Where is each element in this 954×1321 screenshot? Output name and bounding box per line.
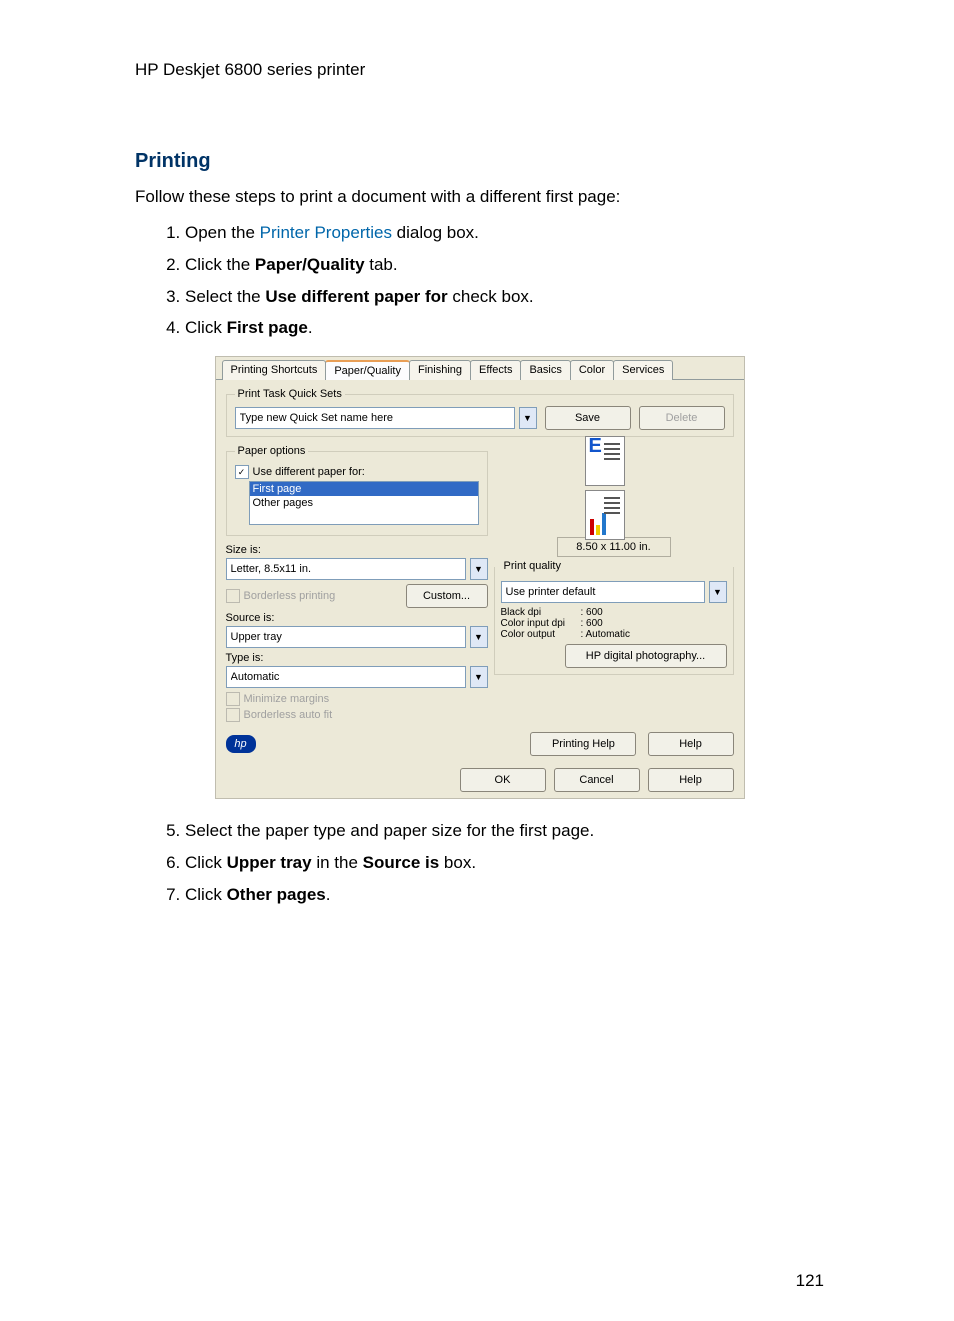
- kv-key: Color input dpi: [501, 618, 581, 629]
- step-text: Click: [185, 885, 227, 904]
- type-select[interactable]: [226, 666, 466, 688]
- borderless-printing-checkbox: Borderless printing: [226, 589, 336, 603]
- checkbox-label: Minimize margins: [244, 693, 330, 705]
- bold-term: Use different paper for: [265, 287, 447, 306]
- source-label: Source is:: [226, 612, 488, 624]
- print-quality-legend: Print quality: [501, 560, 564, 572]
- checkbox-label: Borderless printing: [244, 590, 336, 602]
- checkbox-icon: [226, 589, 240, 603]
- checkbox-icon: [226, 692, 240, 706]
- tab-services[interactable]: Services: [613, 360, 673, 380]
- step-text: .: [308, 318, 313, 337]
- checkbox-icon: [226, 708, 240, 722]
- bold-term: Other pages: [227, 885, 326, 904]
- quickset-dropdown[interactable]: ▼: [519, 407, 537, 429]
- checkbox-icon: ✓: [235, 465, 249, 479]
- step-5: Select the paper type and paper size for…: [185, 819, 824, 843]
- page-preview: E: [494, 445, 734, 531]
- step-4: Click First page.: [185, 316, 824, 340]
- quickset-name-input[interactable]: [235, 407, 515, 429]
- paper-options-legend: Paper options: [235, 445, 309, 457]
- step-1: Open the Printer Properties dialog box.: [185, 221, 824, 245]
- help-button[interactable]: Help: [648, 732, 734, 756]
- checkbox-label: Borderless auto fit: [244, 709, 333, 721]
- section-title: Printing: [135, 150, 824, 173]
- borderless-autofit-checkbox: Borderless auto fit: [226, 708, 488, 722]
- page-number: 121: [796, 1271, 824, 1291]
- size-dropdown[interactable]: ▼: [470, 558, 488, 580]
- ok-button[interactable]: OK: [460, 768, 546, 792]
- step-text: .: [326, 885, 331, 904]
- bold-term: Upper tray: [227, 853, 312, 872]
- step-text: in the: [312, 853, 363, 872]
- paper-dimensions: 8.50 x 11.00 in.: [557, 537, 671, 557]
- printer-properties-link[interactable]: Printer Properties: [260, 223, 392, 242]
- hp-logo-icon: hp: [226, 735, 256, 753]
- preview-page-icon: [585, 490, 625, 540]
- step-text: check box.: [448, 287, 534, 306]
- step-text: Open the: [185, 223, 260, 242]
- cancel-button[interactable]: Cancel: [554, 768, 640, 792]
- checkbox-label: Use different paper for:: [253, 466, 365, 478]
- tab-paper-quality[interactable]: Paper/Quality: [325, 360, 410, 380]
- source-dropdown[interactable]: ▼: [470, 626, 488, 648]
- step-text: dialog box.: [392, 223, 479, 242]
- source-select[interactable]: [226, 626, 466, 648]
- print-quality-details: Black dpi: 600 Color input dpi: 600 Colo…: [501, 607, 727, 640]
- hp-digital-photography-button[interactable]: HP digital photography...: [565, 644, 727, 668]
- step-6: Click Upper tray in the Source is box.: [185, 851, 824, 875]
- tab-finishing[interactable]: Finishing: [409, 360, 471, 380]
- save-button[interactable]: Save: [545, 406, 631, 430]
- step-text: box.: [439, 853, 476, 872]
- printer-properties-dialog: Printing Shortcuts Paper/Quality Finishi…: [215, 356, 745, 799]
- print-quality-select[interactable]: [501, 581, 705, 603]
- step-2: Click the Paper/Quality tab.: [185, 253, 824, 277]
- size-select[interactable]: [226, 558, 466, 580]
- bold-term: First page: [227, 318, 308, 337]
- bold-term: Paper/Quality: [255, 255, 365, 274]
- step-text: Click: [185, 853, 227, 872]
- bold-term: Source is: [363, 853, 440, 872]
- kv-val: : Automatic: [581, 629, 630, 640]
- minimize-margins-checkbox: Minimize margins: [226, 692, 488, 706]
- kv-val: : 600: [581, 607, 603, 618]
- tab-effects[interactable]: Effects: [470, 360, 521, 380]
- help-button-bottom[interactable]: Help: [648, 768, 734, 792]
- paper-options-group: Paper options ✓ Use different paper for:…: [226, 445, 488, 536]
- delete-button: Delete: [639, 406, 725, 430]
- step-7: Click Other pages.: [185, 883, 824, 907]
- kv-key: Black dpi: [501, 607, 581, 618]
- tab-printing-shortcuts[interactable]: Printing Shortcuts: [222, 360, 327, 380]
- use-different-paper-checkbox[interactable]: ✓ Use different paper for:: [235, 465, 479, 479]
- list-item-first-page[interactable]: First page: [250, 482, 478, 496]
- step-text: tab.: [365, 255, 398, 274]
- type-label: Type is:: [226, 652, 488, 664]
- print-quality-dropdown[interactable]: ▼: [709, 581, 727, 603]
- tabstrip: Printing Shortcuts Paper/Quality Finishi…: [216, 357, 744, 379]
- printing-help-button[interactable]: Printing Help: [530, 732, 636, 756]
- page-header: HP Deskjet 6800 series printer: [135, 60, 824, 80]
- step-3: Select the Use different paper for check…: [185, 285, 824, 309]
- print-quality-group: Print quality ▼ Black dpi: 600 Color inp…: [494, 567, 734, 675]
- custom-size-button[interactable]: Custom...: [406, 584, 488, 608]
- quickset-legend: Print Task Quick Sets: [235, 388, 345, 400]
- kv-val: : 600: [581, 618, 603, 629]
- tab-basics[interactable]: Basics: [520, 360, 570, 380]
- tab-color[interactable]: Color: [570, 360, 614, 380]
- kv-key: Color output: [501, 629, 581, 640]
- quickset-group: Print Task Quick Sets ▼ Save Delete: [226, 388, 734, 437]
- list-item-other-pages[interactable]: Other pages: [250, 496, 478, 510]
- step-text: Select the: [185, 287, 265, 306]
- size-label: Size is:: [226, 544, 488, 556]
- step-text: Click: [185, 318, 227, 337]
- preview-page-icon: E: [585, 436, 625, 486]
- page-selection-list[interactable]: First page Other pages: [249, 481, 479, 525]
- intro-text: Follow these steps to print a document w…: [135, 187, 824, 207]
- step-text: Click the: [185, 255, 255, 274]
- type-dropdown[interactable]: ▼: [470, 666, 488, 688]
